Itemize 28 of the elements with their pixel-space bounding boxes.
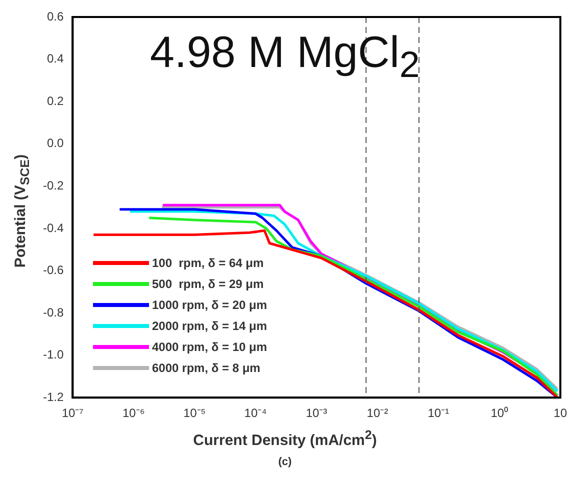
legend-label: 500 rpm, δ = 29 μm <box>152 276 264 290</box>
legend-label: 1000 rpm, δ = 20 μm <box>152 298 268 312</box>
x-tick-label: 10⁻⁷ <box>62 406 84 420</box>
x-axis-title: Current Density (mA/cm$^{2}$) <box>192 428 378 449</box>
x-tick-label: 10⁻⁵ <box>183 406 206 420</box>
x-tick-label: 10⁰ <box>490 406 508 420</box>
x-tick-label: 10⁻¹ <box>428 406 450 420</box>
y-tick-label: -0.4 <box>42 220 64 235</box>
legend-label: 6000 rpm, δ = 8 μm <box>152 360 260 374</box>
x-tick-label: 10 <box>554 406 568 420</box>
x-tick-label: 10⁻³ <box>306 406 328 420</box>
y-tick-label: -1.2 <box>42 390 64 404</box>
text: (c) <box>277 456 293 468</box>
y-tick-label: -0.6 <box>42 263 64 278</box>
x-tick-label: 10⁻⁴ <box>244 406 267 420</box>
legend-label: 2000 rpm, δ = 14 μm <box>152 318 268 332</box>
y-tick-label: -0.8 <box>42 305 64 320</box>
y-tick-label: 0.6 <box>46 9 64 24</box>
x-tick-label: 10⁻² <box>366 406 388 420</box>
legend-label: 100 rpm, δ = 64 μm <box>152 256 264 270</box>
y-tick-label: -0.2 <box>42 178 64 192</box>
chart-title: 4.98 M MgCl$_{2}$ <box>150 28 420 86</box>
y-tick-label: 0.4 <box>46 52 64 66</box>
x-tick-label: 10⁻⁶ <box>122 406 145 420</box>
legend-label: 4000 rpm, δ = 10 μm <box>152 340 268 354</box>
y-tick-label: -1.0 <box>42 348 64 362</box>
y-tick-label: 0.0 <box>46 136 64 150</box>
y-tick-label: 0.2 <box>46 94 64 108</box>
